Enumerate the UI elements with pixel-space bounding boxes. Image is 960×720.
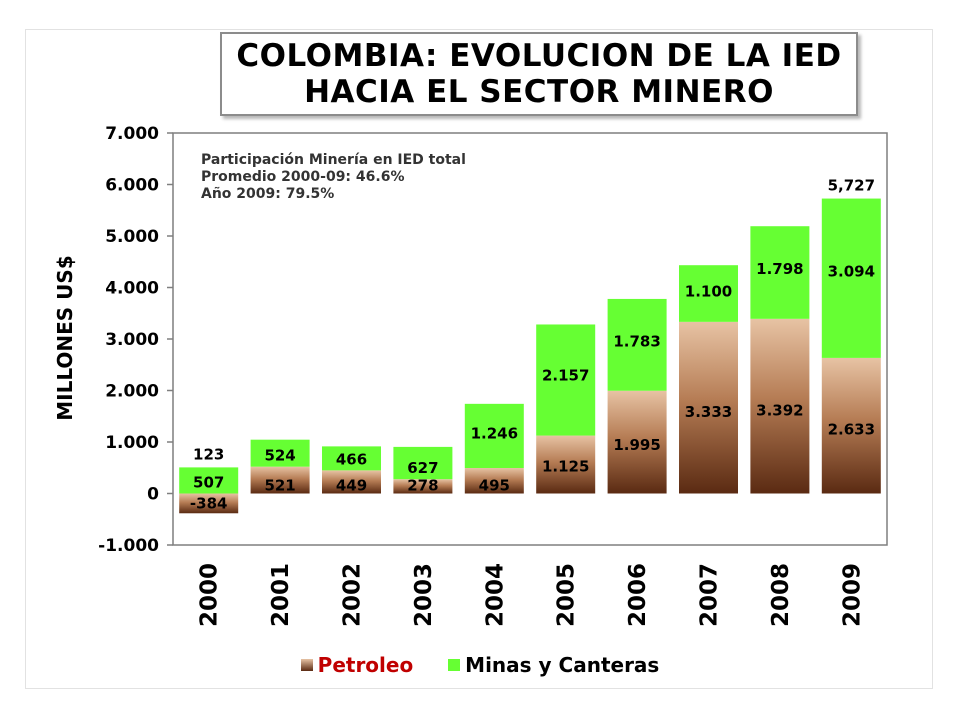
legend-swatch-petroleo bbox=[300, 659, 313, 671]
data-label-petroleo: 1.995 bbox=[613, 436, 660, 454]
y-tick-label: -1.000 bbox=[98, 536, 159, 556]
legend-item-petroleo: Petroleo bbox=[300, 653, 414, 677]
legend-label-minas: Minas y Canteras bbox=[465, 653, 660, 677]
bar-minas bbox=[821, 198, 881, 358]
bar-petroleo bbox=[393, 479, 453, 494]
chart-title-box: COLOMBIA: EVOLUCION DE LA IED HACIA EL S… bbox=[220, 32, 858, 116]
category-label: 2000 bbox=[197, 563, 223, 627]
data-label-minas: 1.783 bbox=[613, 332, 660, 350]
data-label-minas: 1.100 bbox=[685, 283, 732, 301]
bar-minas bbox=[393, 446, 453, 480]
y-tick-label: 5.000 bbox=[105, 227, 159, 247]
chart-title-line-2: HACIA EL SECTOR MINERO bbox=[304, 74, 774, 110]
bar-petroleo bbox=[821, 357, 881, 494]
data-label-minas: 507 bbox=[193, 474, 224, 492]
data-label-petroleo: -384 bbox=[190, 494, 228, 512]
data-label-minas: 1.798 bbox=[756, 260, 803, 278]
data-label-petroleo: 3.333 bbox=[685, 403, 732, 421]
bar-minas bbox=[750, 226, 810, 319]
y-tick-label: 6.000 bbox=[105, 176, 159, 196]
y-tick-label: 4.000 bbox=[105, 279, 159, 299]
bar-petroleo bbox=[536, 435, 596, 494]
bar-petroleo bbox=[679, 321, 738, 494]
data-label-minas: 627 bbox=[407, 459, 438, 477]
category-label: 2001 bbox=[268, 563, 294, 627]
legend-item-minas: Minas y Canteras bbox=[448, 653, 659, 677]
category-label: 2003 bbox=[411, 563, 437, 627]
bar-minas bbox=[250, 439, 310, 467]
bar-minas bbox=[179, 467, 239, 494]
category-label: 2009 bbox=[839, 563, 865, 627]
bar-petroleo bbox=[464, 468, 524, 494]
data-label-petroleo: 3.392 bbox=[756, 402, 803, 420]
bar-minas bbox=[464, 403, 524, 469]
legend-swatch-minas bbox=[448, 659, 461, 671]
y-tick-label: 3.000 bbox=[105, 330, 159, 350]
category-label: 2004 bbox=[482, 563, 508, 627]
bar-petroleo bbox=[250, 466, 310, 494]
bar-minas bbox=[322, 446, 381, 471]
category-label: 2008 bbox=[768, 563, 794, 627]
annotation-line: Participación Minería en IED total bbox=[201, 152, 466, 168]
category-label: 2006 bbox=[625, 563, 651, 627]
data-label-minas: 3.094 bbox=[828, 262, 875, 280]
y-tick-label: 7.000 bbox=[105, 124, 159, 144]
data-label-minas: 1.246 bbox=[471, 425, 518, 443]
bar-petroleo bbox=[607, 390, 667, 494]
bar-minas bbox=[607, 298, 667, 391]
category-label: 2005 bbox=[554, 563, 580, 627]
chart-title-line-1: COLOMBIA: EVOLUCION DE LA IED bbox=[236, 38, 842, 74]
annotation-line: Promedio 2000-09: 46.6% bbox=[201, 169, 404, 185]
y-tick-label: 1.000 bbox=[105, 433, 159, 453]
y-tick-label: 2.000 bbox=[105, 382, 159, 402]
total-label: 5,727 bbox=[828, 177, 875, 195]
bar-petroleo bbox=[179, 493, 239, 514]
bar-petroleo bbox=[322, 470, 381, 494]
data-label-petroleo: 449 bbox=[336, 477, 367, 495]
data-label-petroleo: 2.633 bbox=[828, 420, 875, 438]
chart-legend: Petroleo Minas y Canteras bbox=[0, 652, 960, 677]
category-label: 2007 bbox=[697, 563, 723, 627]
data-label-minas: 2.157 bbox=[542, 366, 589, 384]
data-label-petroleo: 521 bbox=[264, 477, 295, 495]
total-label: 123 bbox=[193, 445, 224, 463]
data-label-minas: 466 bbox=[336, 450, 367, 468]
annotation-line: Año 2009: 79.5% bbox=[201, 186, 334, 202]
legend-label-petroleo: Petroleo bbox=[317, 653, 414, 677]
bar-petroleo bbox=[750, 318, 810, 494]
data-label-petroleo: 278 bbox=[407, 477, 438, 495]
bar-minas bbox=[536, 324, 596, 436]
data-label-petroleo: 1.125 bbox=[542, 458, 589, 476]
data-label-minas: 524 bbox=[264, 447, 295, 465]
y-axis-label: MILLONES US$ bbox=[53, 255, 77, 420]
slide-frame bbox=[25, 29, 933, 689]
category-label: 2002 bbox=[340, 563, 366, 627]
bar-minas bbox=[679, 265, 738, 322]
data-label-petroleo: 495 bbox=[479, 477, 510, 495]
y-tick-label: 0 bbox=[147, 485, 159, 505]
